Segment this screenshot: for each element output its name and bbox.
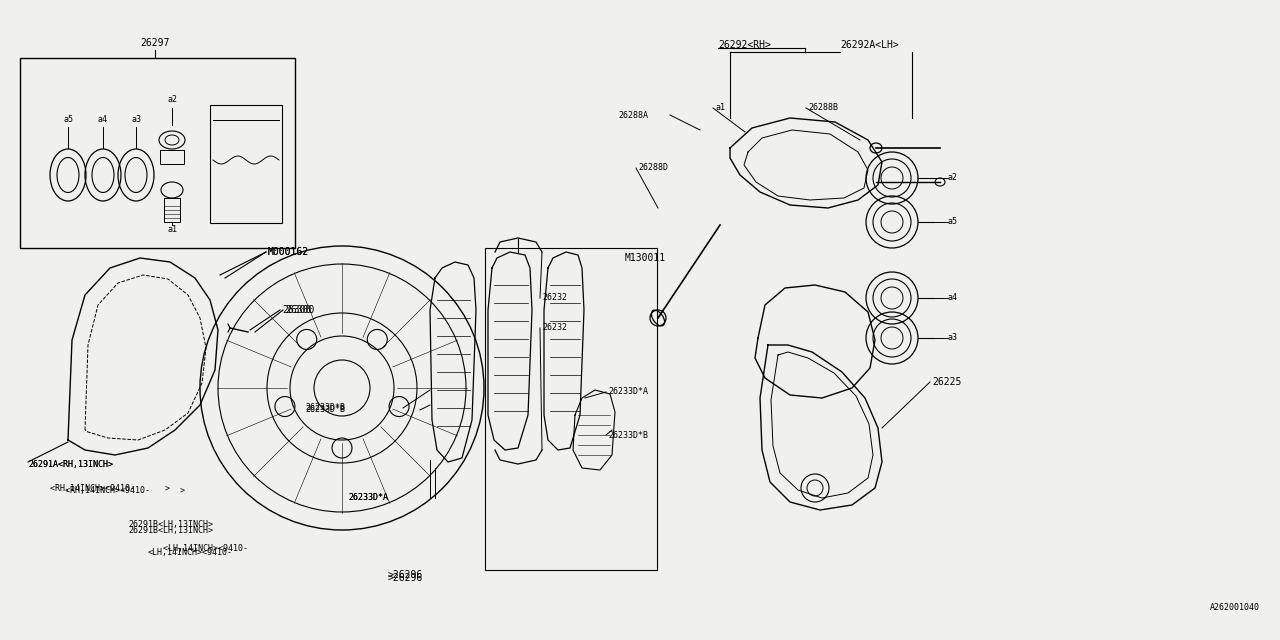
Text: a1: a1 <box>716 104 724 113</box>
Text: <RH,14INCH><9410-      >: <RH,14INCH><9410- > <box>50 483 170 493</box>
Text: a4: a4 <box>99 115 108 125</box>
Text: >26296: >26296 <box>388 573 424 583</box>
Text: 26232: 26232 <box>541 294 567 303</box>
Text: 26233D*B: 26233D*B <box>305 403 346 413</box>
Text: M000162: M000162 <box>268 247 310 257</box>
Text: <RH,14INCH><9410-      >: <RH,14INCH><9410- > <box>50 486 186 495</box>
Text: 26297: 26297 <box>141 38 170 48</box>
Text: a3: a3 <box>131 115 141 125</box>
Text: a1: a1 <box>166 225 177 234</box>
Text: a4: a4 <box>948 294 957 303</box>
Text: 26233D*A: 26233D*A <box>608 387 648 397</box>
Text: 26233D*A: 26233D*A <box>348 493 388 502</box>
Text: >26296: >26296 <box>388 570 424 580</box>
Text: 26291B<LH,13INCH>: 26291B<LH,13INCH> <box>128 525 212 534</box>
Text: 26232: 26232 <box>541 323 567 333</box>
Text: 26225: 26225 <box>932 377 961 387</box>
Text: a5: a5 <box>948 218 957 227</box>
Text: <LH,14INCH><9410-: <LH,14INCH><9410- <box>148 548 233 557</box>
Text: M130011: M130011 <box>625 253 666 263</box>
Text: a3: a3 <box>948 333 957 342</box>
Text: 26291B<LH,13INCH>: 26291B<LH,13INCH> <box>128 520 212 529</box>
Text: <LH,14INCH><9410-: <LH,14INCH><9410- <box>148 543 248 552</box>
Bar <box>20 58 294 248</box>
Text: a2: a2 <box>948 173 957 182</box>
Text: 26288B: 26288B <box>808 104 838 113</box>
Text: A262001040: A262001040 <box>1210 604 1260 612</box>
Text: 26292A<LH>: 26292A<LH> <box>840 40 899 50</box>
Text: 26233D*B: 26233D*B <box>305 406 346 415</box>
Text: a5: a5 <box>63 115 73 125</box>
Text: 26233D*A: 26233D*A <box>348 493 388 502</box>
Text: 26233D*B: 26233D*B <box>608 431 648 440</box>
Text: 26292<RH>: 26292<RH> <box>718 40 771 50</box>
Text: 26291A<RH,13INCH>: 26291A<RH,13INCH> <box>28 461 113 470</box>
Text: 26300: 26300 <box>282 305 311 315</box>
Text: 26288D: 26288D <box>637 163 668 173</box>
Text: 26300: 26300 <box>285 305 315 315</box>
Text: 26288A: 26288A <box>618 111 648 120</box>
Bar <box>210 105 282 223</box>
Bar <box>164 198 180 222</box>
Text: 26291A<RH,13INCH>: 26291A<RH,13INCH> <box>28 461 113 470</box>
Text: a2: a2 <box>166 95 177 104</box>
Bar <box>485 248 657 570</box>
Text: M000162: M000162 <box>268 247 310 257</box>
Bar <box>160 150 184 164</box>
